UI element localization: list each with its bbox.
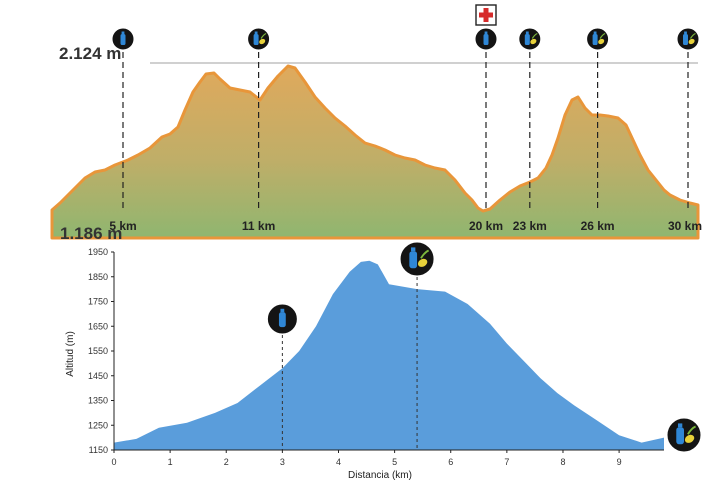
food-shape xyxy=(688,38,695,45)
x-tick-label: 6 xyxy=(448,457,453,467)
bottle-shape xyxy=(278,312,286,328)
min-elevation-label: 1.186 m xyxy=(60,224,122,240)
bottle-shape xyxy=(683,34,688,45)
food-shape xyxy=(417,258,428,267)
course-profile-area xyxy=(50,64,700,240)
y-tick-label: 1450 xyxy=(88,371,108,381)
y-tick-label: 1350 xyxy=(88,396,108,406)
y-tick-label: 1550 xyxy=(88,346,108,356)
bottle-shape xyxy=(524,34,530,45)
x-tick-label: 5 xyxy=(392,457,397,467)
km-marker-label: 20 km xyxy=(469,219,503,233)
x-tick-label: 9 xyxy=(617,457,622,467)
food-shape xyxy=(259,38,266,45)
y-tick-label: 1650 xyxy=(88,321,108,331)
km-marker-label: 23 km xyxy=(513,219,547,233)
y-tick-label: 1150 xyxy=(89,445,108,455)
bottle-shape xyxy=(676,427,684,445)
food-shape xyxy=(530,38,537,45)
km-marker-label: 11 km xyxy=(242,219,275,233)
y-tick-label: 1950 xyxy=(88,247,108,257)
aid-station-food-water-icon xyxy=(666,417,702,453)
km-marker-label: 30 km xyxy=(668,219,702,233)
y-tick-label: 1850 xyxy=(88,272,108,282)
km-marker-label: 5 km xyxy=(109,219,136,233)
max-elevation-label: 2.124 m xyxy=(59,44,121,63)
altitude-chart: 0 1 2 3 4 5 6 7 8 9 1150 1250 1350 1450 1550 1650 1750 18… xyxy=(65,241,702,481)
bottle-shape xyxy=(483,34,489,45)
x-tick-label: 2 xyxy=(224,457,229,467)
x-tick-label: 1 xyxy=(168,457,173,467)
aid-station-water-icon xyxy=(474,27,498,51)
y-axis-title: Altitud (m) xyxy=(65,331,76,377)
altitude-area xyxy=(114,260,664,450)
aid-station-food-water-icon xyxy=(676,27,700,51)
food-shape xyxy=(598,38,605,45)
course-elevation-profile: 5 km 11 km 20 km 23 km 26 km 30 km 2.124 m 1.… xyxy=(50,4,702,240)
food-shape xyxy=(684,434,695,443)
aid-station-water-icon xyxy=(266,303,298,335)
medical-cross-icon xyxy=(475,4,497,26)
aid-station-food-water-icon xyxy=(247,27,271,51)
aid-station-food-icon xyxy=(518,27,542,51)
bottle-shape xyxy=(120,34,126,45)
y-tick-label: 1750 xyxy=(88,297,108,307)
x-axis-title: Distancia (km) xyxy=(348,470,412,481)
x-tick-label: 4 xyxy=(336,457,341,467)
x-tick-label: 0 xyxy=(111,457,116,467)
bottle-shape xyxy=(253,34,259,45)
km-marker-label: 26 km xyxy=(581,219,615,233)
x-tick-label: 7 xyxy=(504,457,509,467)
bottle-shape xyxy=(592,34,598,45)
bottle-shape xyxy=(409,251,418,269)
aid-station-food-water-icon xyxy=(586,27,610,51)
aid-station-food-water-icon xyxy=(399,241,435,277)
aid-station-water-icon xyxy=(111,27,135,51)
x-tick-label: 3 xyxy=(280,457,285,467)
y-tick-label: 1250 xyxy=(88,420,108,430)
x-tick-label: 8 xyxy=(560,457,565,467)
